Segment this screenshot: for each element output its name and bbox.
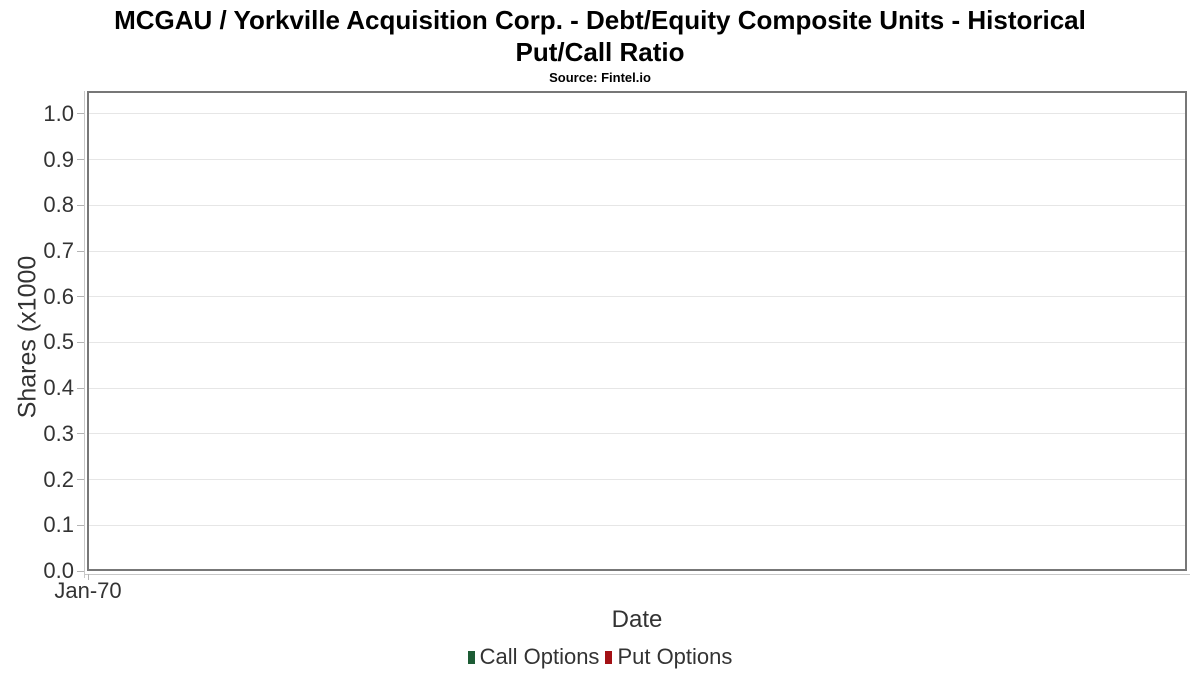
y-tick-label: 0.0 [43, 558, 74, 583]
legend-marker [467, 650, 475, 664]
gridline [87, 524, 1187, 526]
gridline [87, 387, 1187, 389]
legend-marker [605, 650, 613, 664]
gridline [87, 204, 1187, 206]
chart-source-credit: Source: Fintel.io [549, 70, 651, 85]
legend-item-put-options[interactable]: Put Options [605, 644, 732, 670]
y-tick-label: 0.5 [43, 329, 74, 355]
y-tick-mark [77, 387, 84, 389]
y-tick-mark [77, 296, 84, 298]
y-tick-label: 0.7 [43, 238, 74, 263]
y-tick-label: 0.6 [43, 283, 74, 309]
y-tick-label: 0.4 [43, 375, 74, 401]
y-tick-label: 0.3 [43, 420, 74, 446]
y-tick-mark [77, 159, 84, 161]
x-tick-mark [88, 574, 89, 580]
y-tick-label: 0.9 [43, 146, 74, 172]
legend-label: Put Options [617, 644, 733, 669]
chart-title-line-1: MCGAU / Yorkville Acquisition Corp. - De… [114, 5, 1086, 35]
x-tick-label: Jan-70 [54, 578, 122, 603]
x-axis-line [84, 574, 1190, 575]
y-tick-mark [77, 570, 84, 572]
chart-title: MCGAU / Yorkville Acquisition Corp. - De… [0, 4, 1200, 68]
y-tick-mark [77, 479, 84, 481]
y-tick-mark [77, 204, 84, 206]
x-axis-title: Date [611, 606, 663, 633]
legend-item-call-options[interactable]: Call Options [467, 644, 600, 670]
y-tick-mark [77, 341, 84, 343]
gridline [87, 113, 1187, 115]
y-tick-mark [77, 524, 84, 526]
y-tick-mark [77, 433, 84, 435]
y-tick-mark [77, 250, 84, 252]
y-tick-label: 0.1 [43, 512, 74, 538]
y-tick-label: 0.8 [43, 192, 74, 218]
gridline [87, 433, 1187, 435]
gridline [87, 250, 1187, 252]
chart-title-line-2: Put/Call Ratio [515, 37, 685, 67]
gridline [87, 296, 1187, 298]
legend: Call Options Put Options [0, 644, 1200, 670]
plot-area [87, 91, 1187, 571]
y-axis-line [84, 91, 85, 578]
gridline [87, 479, 1187, 481]
y-tick-mark [77, 113, 84, 115]
gridline [87, 159, 1187, 161]
y-tick-label: 0.2 [43, 466, 74, 492]
legend-label: Call Options [479, 644, 600, 669]
y-tick-label: 1.0 [43, 100, 74, 126]
gridline [87, 341, 1187, 343]
